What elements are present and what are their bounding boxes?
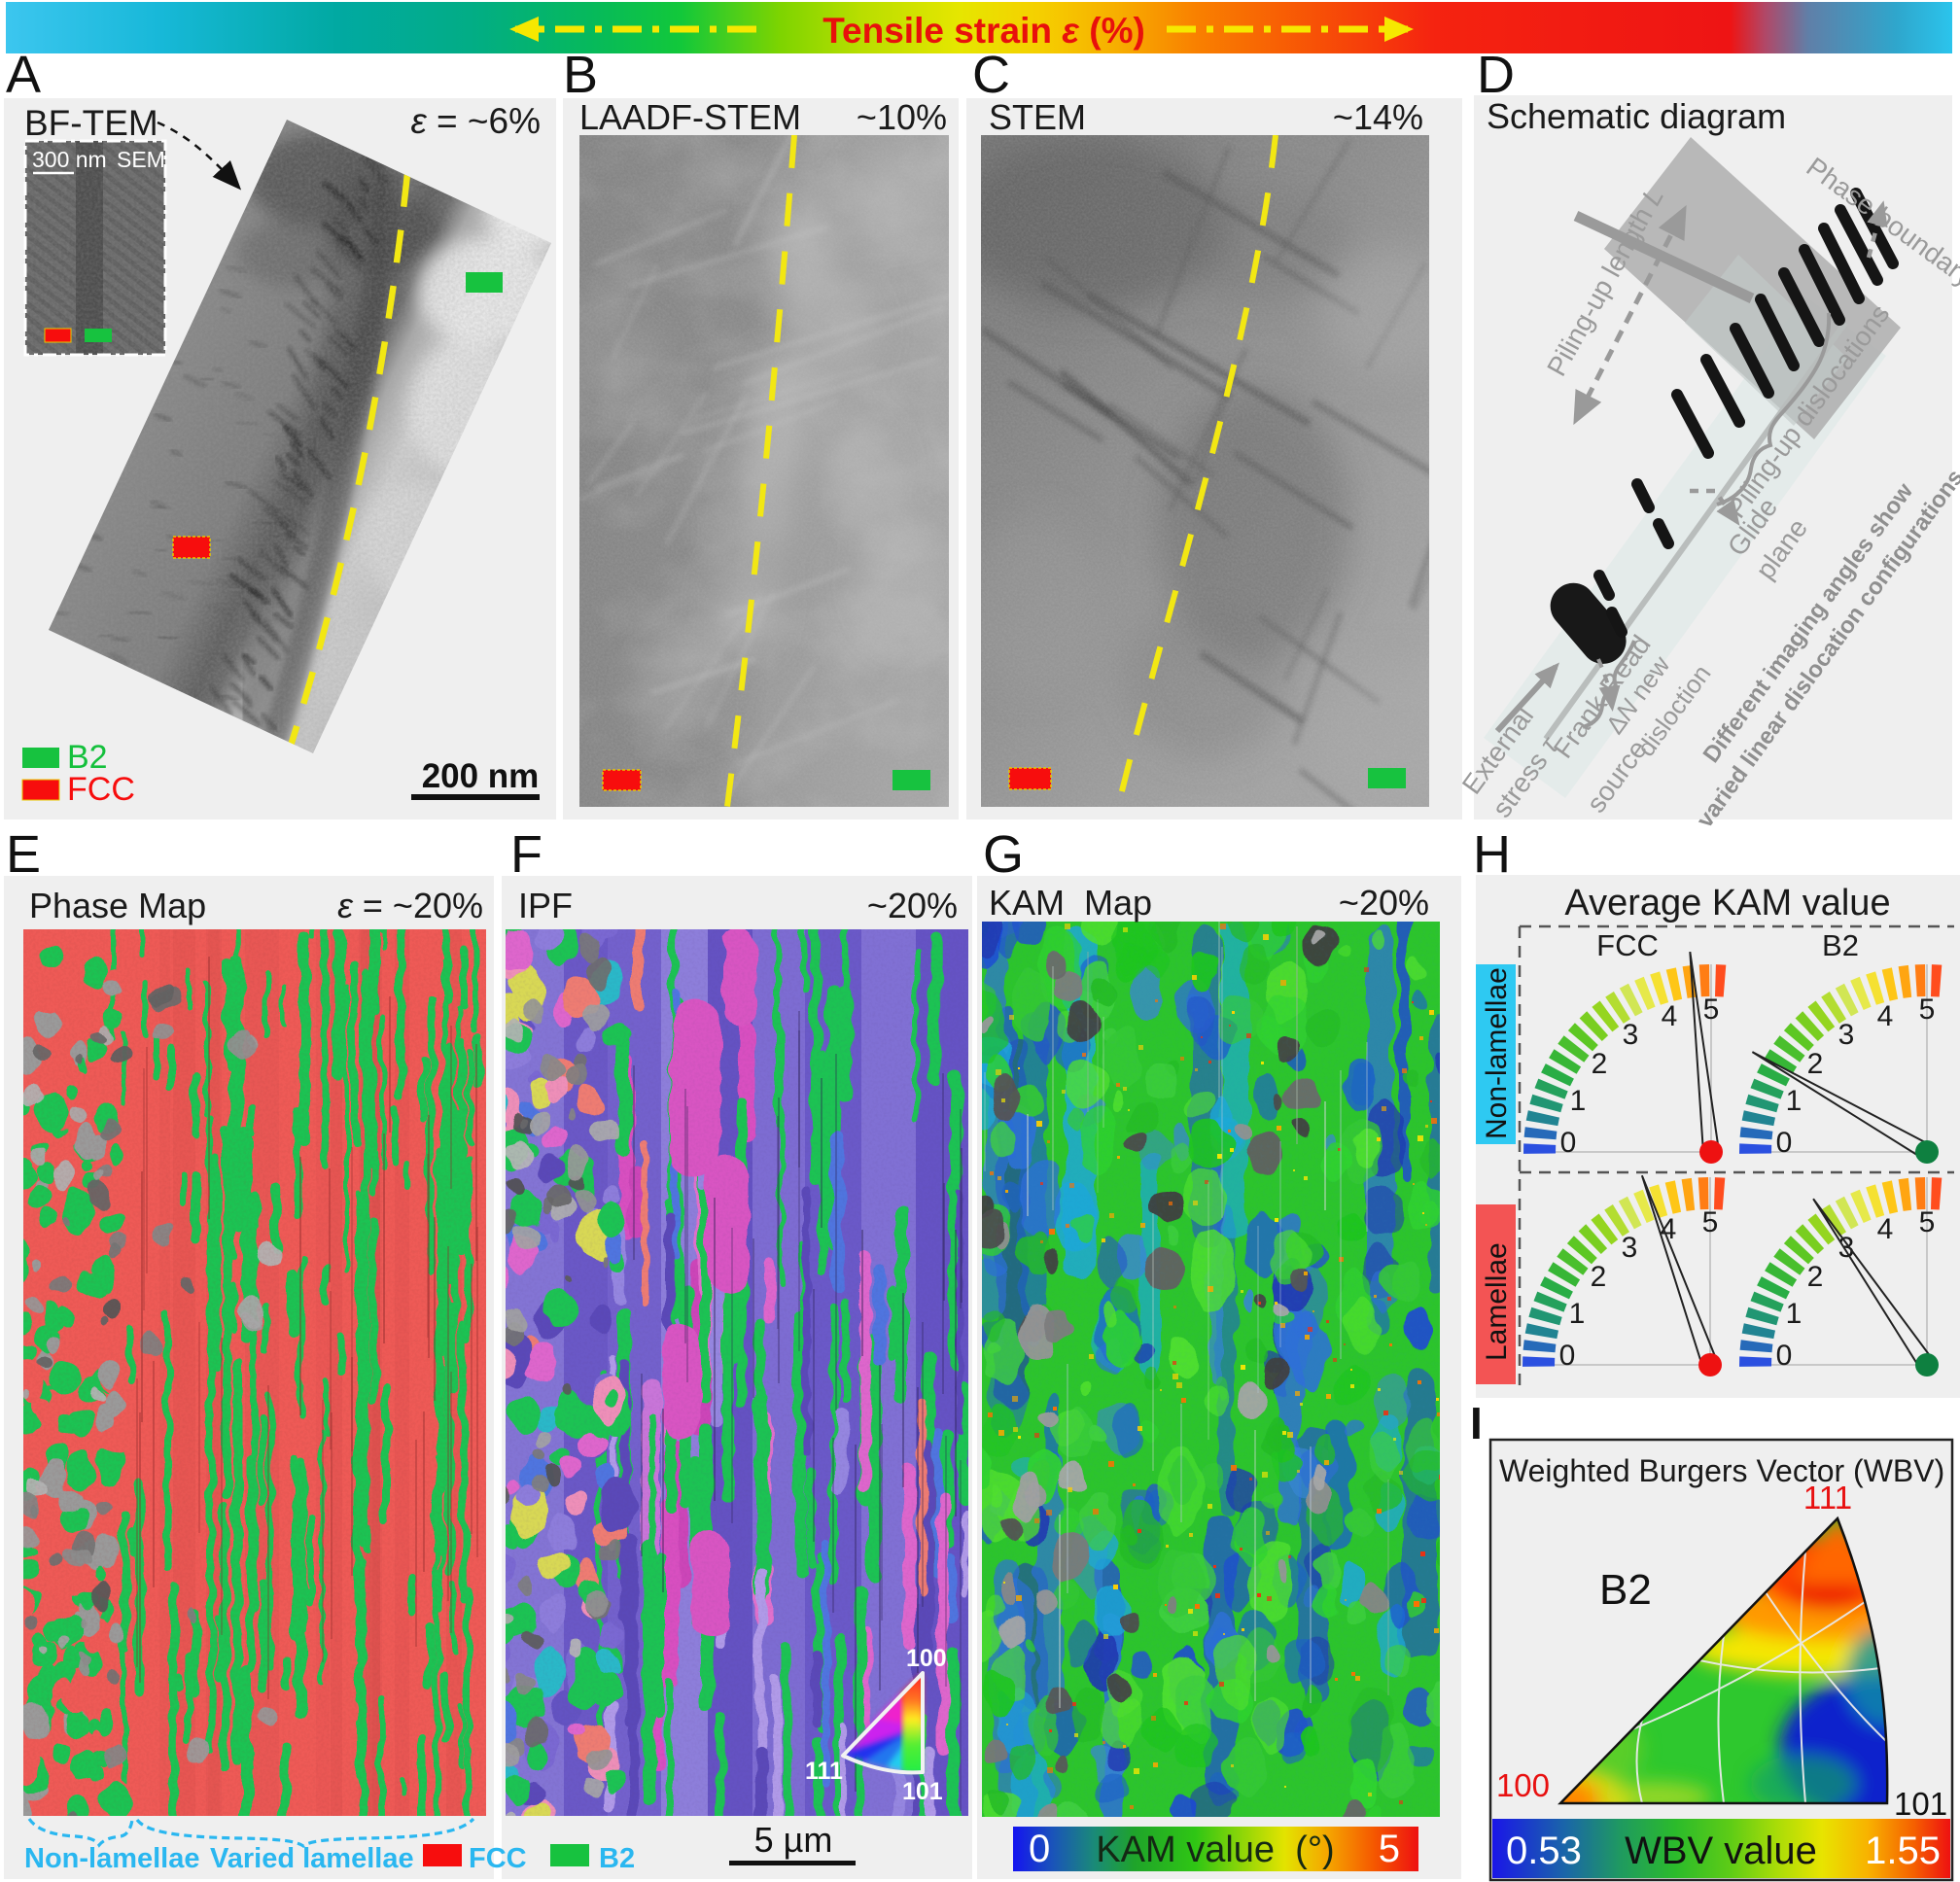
svg-text:ε = ~20%: ε = ~20% xyxy=(337,886,483,925)
svg-text:3: 3 xyxy=(1622,1232,1638,1264)
svg-text:BF-TEM: BF-TEM xyxy=(24,103,158,143)
svg-text:5: 5 xyxy=(1702,1206,1719,1238)
svg-text:Non-lamellae: Non-lamellae xyxy=(24,1843,200,1874)
svg-text:2: 2 xyxy=(1807,1048,1824,1080)
svg-text:101: 101 xyxy=(902,1778,943,1805)
svg-text:Lamellae: Lamellae xyxy=(1481,1242,1513,1361)
svg-text:200 nm: 200 nm xyxy=(422,757,540,795)
svg-text:KAM value (°): KAM value (°) xyxy=(1096,1830,1334,1870)
svg-text:3: 3 xyxy=(1838,1019,1855,1051)
svg-text:5 µm: 5 µm xyxy=(754,1820,833,1860)
svg-text:1: 1 xyxy=(1786,1298,1802,1330)
svg-text:111: 111 xyxy=(805,1758,843,1785)
svg-text:0: 0 xyxy=(1029,1828,1050,1870)
svg-text:0: 0 xyxy=(1560,1127,1577,1159)
svg-text:~14%: ~14% xyxy=(1333,97,1423,137)
svg-text:SEM: SEM xyxy=(117,147,165,172)
svg-text:2: 2 xyxy=(1591,1261,1607,1293)
svg-text:WBV value: WBV value xyxy=(1625,1830,1817,1872)
svg-text:Weighted Burgers Vector (WBV): Weighted Burgers Vector (WBV) xyxy=(1499,1453,1944,1488)
svg-text:B2: B2 xyxy=(1599,1566,1652,1614)
svg-text:4: 4 xyxy=(1877,1000,1894,1032)
svg-text:0: 0 xyxy=(1776,1127,1793,1159)
svg-text:Schematic diagram: Schematic diagram xyxy=(1487,96,1786,136)
svg-text:B2: B2 xyxy=(1822,928,1859,962)
svg-text:FCC: FCC xyxy=(469,1843,527,1874)
svg-text:3: 3 xyxy=(1623,1019,1639,1051)
svg-text:1: 1 xyxy=(1569,1298,1586,1330)
svg-text:~20%: ~20% xyxy=(1339,883,1429,923)
svg-text:0: 0 xyxy=(1776,1340,1793,1372)
svg-text:5: 5 xyxy=(1919,1206,1936,1238)
svg-text:1: 1 xyxy=(1570,1085,1587,1117)
svg-text:Non-lamellae: Non-lamellae xyxy=(1481,967,1513,1139)
svg-text:1.55: 1.55 xyxy=(1865,1830,1941,1872)
svg-text:STEM: STEM xyxy=(989,97,1086,137)
svg-text:100: 100 xyxy=(1496,1767,1550,1803)
svg-text:4: 4 xyxy=(1877,1213,1894,1245)
svg-text:ε = ~6%: ε = ~6% xyxy=(410,101,541,141)
svg-text:Varied lamellae: Varied lamellae xyxy=(210,1843,414,1874)
svg-text:101: 101 xyxy=(1894,1786,1947,1822)
svg-text:300 nm: 300 nm xyxy=(32,147,107,172)
svg-text:Tensile strain ε (%): Tensile strain ε (%) xyxy=(822,11,1145,51)
svg-text:B2: B2 xyxy=(67,739,108,776)
svg-text:FCC: FCC xyxy=(67,771,135,808)
svg-text:1: 1 xyxy=(1786,1085,1802,1117)
svg-text:Average KAM value: Average KAM value xyxy=(1564,883,1890,924)
svg-text:KAM Map: KAM Map xyxy=(989,883,1152,923)
svg-text:2: 2 xyxy=(1807,1261,1824,1293)
svg-text:0: 0 xyxy=(1559,1340,1576,1372)
svg-text:FCC: FCC xyxy=(1596,928,1659,962)
svg-text:5: 5 xyxy=(1919,993,1936,1026)
svg-text:100: 100 xyxy=(906,1645,947,1672)
svg-text:5: 5 xyxy=(1703,993,1720,1026)
svg-text:IPF: IPF xyxy=(518,886,573,925)
svg-text:B2: B2 xyxy=(599,1843,635,1874)
svg-text:4: 4 xyxy=(1662,1000,1678,1032)
svg-text:~20%: ~20% xyxy=(867,886,958,925)
svg-text:5: 5 xyxy=(1379,1828,1400,1870)
svg-text:3: 3 xyxy=(1838,1232,1855,1264)
svg-text:4: 4 xyxy=(1661,1213,1677,1245)
svg-text:LAADF-STEM: LAADF-STEM xyxy=(579,97,801,137)
svg-text:Phase Map: Phase Map xyxy=(29,886,206,925)
svg-text:0.53: 0.53 xyxy=(1506,1830,1582,1872)
svg-text:2: 2 xyxy=(1592,1048,1608,1080)
svg-text:~10%: ~10% xyxy=(857,97,947,137)
svg-text:111: 111 xyxy=(1803,1480,1852,1516)
